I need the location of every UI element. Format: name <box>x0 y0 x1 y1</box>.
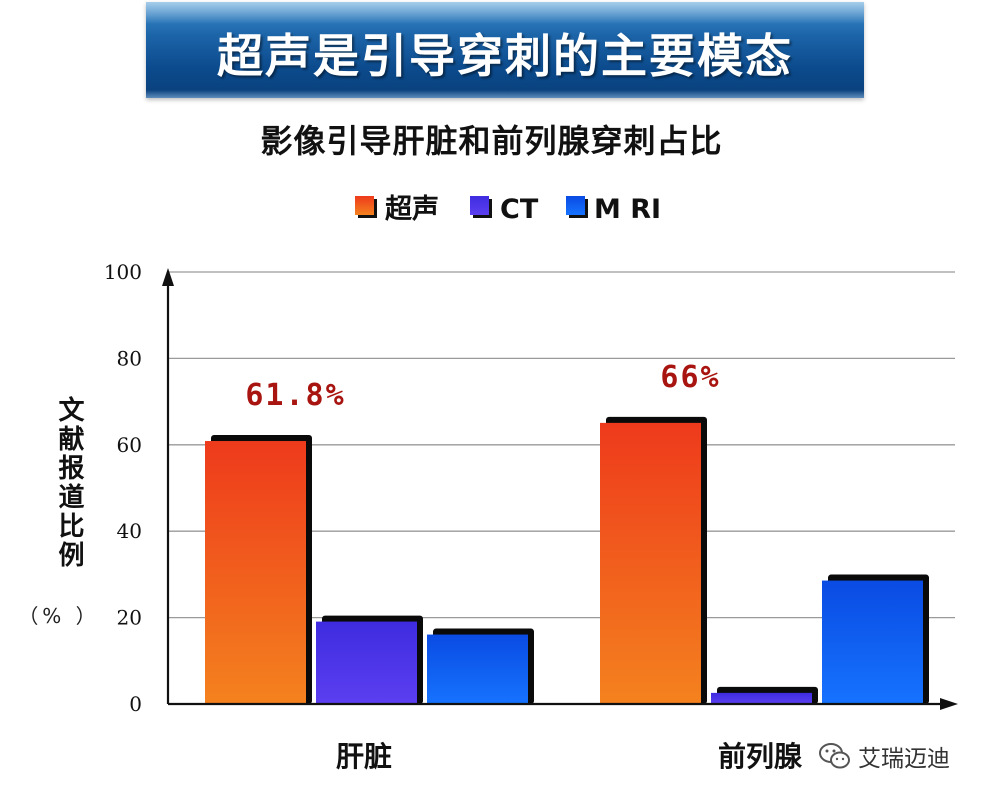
x-tick-label: 肝脏 <box>336 740 392 773</box>
y-tick-label: 20 <box>117 606 142 630</box>
legend: 超声 CT M RI <box>355 194 661 225</box>
bar <box>427 634 528 704</box>
bar <box>711 692 812 704</box>
legend-label: M RI <box>594 194 661 225</box>
y-tick-label: 40 <box>117 519 142 543</box>
watermark-text: 艾瑞迈迪 <box>858 746 950 772</box>
x-tick-label: 前列腺 <box>718 740 803 773</box>
legend-swatch <box>355 196 374 215</box>
x-axis-arrow <box>940 698 958 710</box>
bar <box>316 621 417 704</box>
banner-title: 超声是引导穿刺的主要模态 <box>217 29 793 83</box>
axes <box>162 268 958 710</box>
title-banner: 超声是引导穿刺的主要模态 <box>146 2 864 98</box>
legend-swatch <box>470 196 489 215</box>
data-labels: 61.8% 66% <box>245 360 720 413</box>
data-label: 61.8% <box>245 378 345 413</box>
y-axis-unit: （% ） <box>18 604 100 628</box>
bar <box>600 422 701 704</box>
y-tick-labels: 0 20 40 60 80 100 <box>104 260 142 716</box>
chart-title: 影像引导肝脏和前列腺穿刺占比 <box>260 122 723 160</box>
bar <box>205 441 306 704</box>
legend-swatch <box>566 196 585 215</box>
bar <box>822 580 923 704</box>
x-tick-labels: 肝脏 前列腺 <box>336 740 803 773</box>
y-axis-label: 文献报道比例 <box>54 396 84 570</box>
legend-label: 超声 <box>385 194 439 225</box>
watermark: 艾瑞迈迪 <box>818 738 950 774</box>
legend-label: CT <box>500 194 539 225</box>
wechat-icon <box>819 743 850 769</box>
bars <box>205 416 929 704</box>
y-tick-label: 60 <box>117 433 142 457</box>
y-tick-label: 80 <box>117 346 142 370</box>
y-axis-arrow <box>162 268 174 286</box>
data-label: 66% <box>660 360 720 395</box>
y-tick-label: 0 <box>129 692 142 716</box>
y-tick-label: 100 <box>104 260 142 284</box>
